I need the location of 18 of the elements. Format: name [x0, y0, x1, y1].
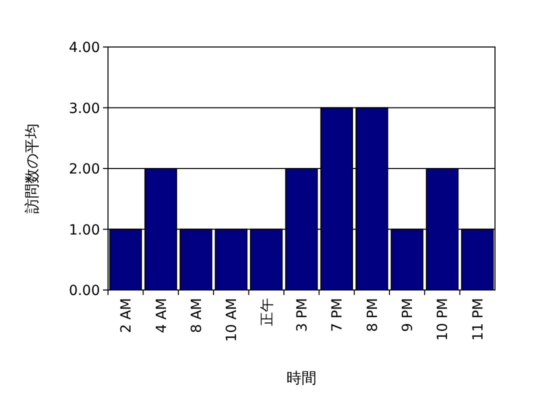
x-tick-label: 4 AM [154, 298, 170, 334]
y-tick-label: 2.00 [68, 162, 100, 178]
x-tick-label: 9 PM [400, 298, 416, 332]
x-tick-label: 8 AM [188, 298, 205, 334]
y-axis-title: 訪問数の平均 [23, 124, 41, 214]
y-tick-label: 1.00 [68, 222, 100, 238]
x-tick-label: 10 PM [435, 298, 452, 341]
x-axis-title: 時間 [286, 369, 316, 387]
x-tick-label: 正午 [259, 298, 276, 326]
y-tick-label: 0.00 [68, 283, 100, 299]
x-tick-label: 2 AM [118, 298, 135, 334]
x-tick-label: 8 PM [364, 298, 381, 332]
y-tick-label: 4.00 [68, 40, 100, 56]
y-tick-label: 3.00 [68, 100, 100, 117]
x-tick-label: 10 AM [224, 298, 240, 342]
x-tick-label: 3 PM [294, 298, 310, 332]
x-tick-label: 11 PM [470, 298, 486, 341]
x-tick-label: 7 PM [330, 298, 346, 332]
